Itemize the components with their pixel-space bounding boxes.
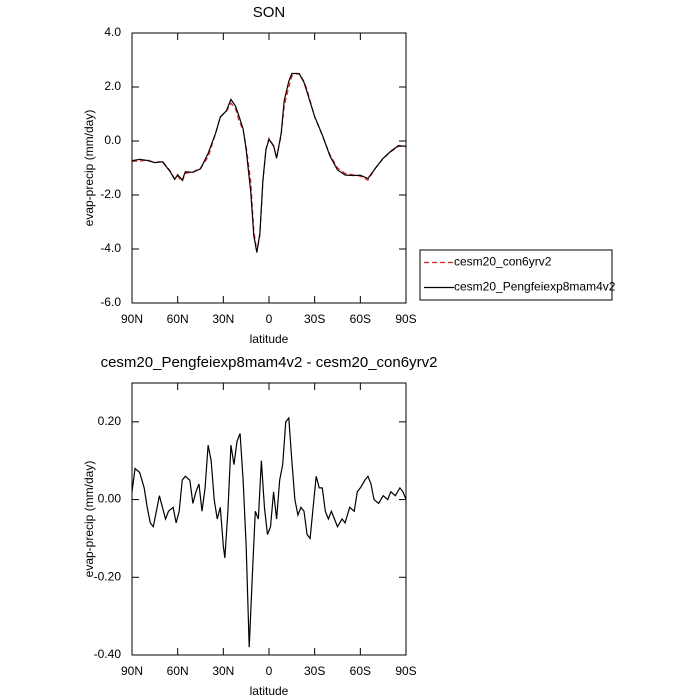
y-tick-label: -6.0	[100, 295, 121, 309]
y-axis-label: evap-precip (mm/day)	[82, 110, 96, 227]
data-line	[131, 72, 407, 253]
y-tick-label: 0.0	[104, 133, 121, 147]
x-tick-label: 90N	[121, 312, 143, 326]
legend-label: cesm20_con6yrv2	[454, 255, 552, 269]
y-axis-label: evap-precip (mm/day)	[82, 461, 96, 578]
y-tick-label: -0.20	[94, 569, 122, 583]
legend-label: cesm20_Pengfeiexp8mam4v2	[454, 280, 616, 294]
x-tick-label: 60N	[167, 312, 189, 326]
y-tick-label: -4.0	[100, 241, 121, 255]
x-tick-label: 60S	[350, 312, 371, 326]
x-tick-label: 90N	[121, 664, 143, 678]
x-tick-label: 90S	[395, 664, 416, 678]
x-axis-label: latitude	[250, 684, 289, 698]
x-tick-label: 60N	[167, 664, 189, 678]
x-tick-label: 0	[266, 664, 273, 678]
x-axis-label: latitude	[250, 332, 289, 346]
y-tick-label: 4.0	[104, 25, 121, 39]
chart-title: cesm20_Pengfeiexp8mam4v2 - cesm20_con6yr…	[101, 354, 438, 371]
data-line	[132, 72, 406, 252]
plot-frame	[131, 32, 407, 304]
plot-frame	[131, 382, 407, 656]
data-line	[131, 416, 407, 648]
x-tick-label: 90S	[395, 312, 416, 326]
y-tick-label: 0.20	[98, 414, 122, 428]
x-tick-label: 30N	[212, 664, 234, 678]
x-tick-label: 0	[266, 312, 273, 326]
y-tick-label: 0.00	[98, 492, 122, 506]
chart-title: SON	[253, 4, 286, 21]
y-tick-label: 2.0	[104, 79, 121, 93]
legend-frame	[419, 249, 613, 301]
x-tick-label: 30S	[304, 312, 325, 326]
x-tick-label: 30S	[304, 664, 325, 678]
x-tick-label: 60S	[350, 664, 371, 678]
x-tick-label: 30N	[212, 312, 234, 326]
y-tick-label: -2.0	[100, 187, 121, 201]
y-tick-label: -0.40	[94, 647, 122, 661]
